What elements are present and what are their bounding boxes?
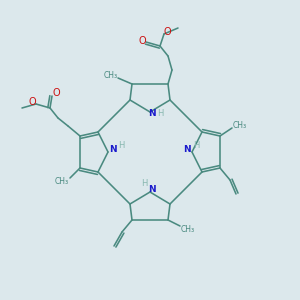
Text: N: N — [183, 145, 191, 154]
Text: O: O — [138, 36, 146, 46]
Text: H: H — [141, 179, 147, 188]
Text: N: N — [148, 110, 156, 118]
Text: N: N — [148, 184, 156, 194]
Text: CH₃: CH₃ — [104, 71, 118, 80]
Text: CH₃: CH₃ — [233, 121, 247, 130]
Text: H: H — [118, 140, 124, 149]
Text: H: H — [193, 140, 199, 149]
Text: CH₃: CH₃ — [181, 224, 195, 233]
Text: H: H — [157, 110, 163, 118]
Text: O: O — [163, 27, 171, 37]
Text: O: O — [28, 97, 36, 107]
Text: CH₃: CH₃ — [55, 178, 69, 187]
Text: O: O — [52, 88, 60, 98]
Text: N: N — [109, 145, 117, 154]
